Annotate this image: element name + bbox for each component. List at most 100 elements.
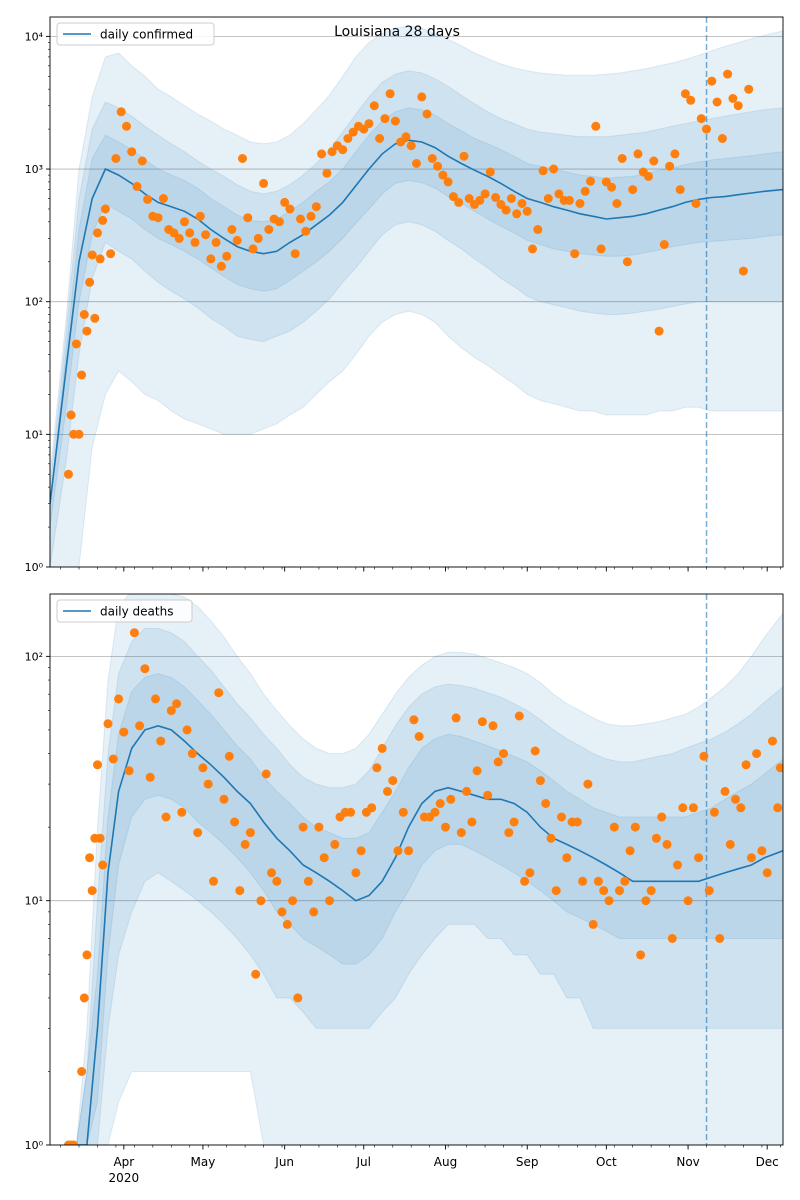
- observed-point: [95, 254, 105, 264]
- uncertainty-band-middle: [75, 628, 783, 1145]
- observed-point: [388, 776, 398, 786]
- observed-point: [156, 736, 166, 746]
- uncertainty-band-outer: [75, 594, 783, 1145]
- confirmed-panel: 10⁰ 10¹ 10² 10³ 10⁴ daily confirmed: [25, 16, 784, 574]
- observed-point: [190, 237, 200, 247]
- observed-point: [85, 277, 95, 287]
- observed-point: [248, 244, 258, 254]
- observed-point: [209, 876, 218, 886]
- observed-point: [201, 230, 211, 240]
- observed-point: [245, 828, 255, 838]
- observed-point: [69, 1140, 79, 1145]
- observed-point: [712, 97, 722, 107]
- uncertainty-band-inner: [50, 107, 783, 528]
- observed-point: [129, 628, 139, 638]
- x-tick-label: Jul: [356, 1155, 371, 1169]
- plot-area: [50, 17, 783, 567]
- legend-box: [56, 22, 215, 46]
- plot-area: [50, 594, 783, 1145]
- observed-point: [274, 217, 284, 227]
- x-tick-label: May: [191, 1155, 216, 1169]
- observed-point: [422, 109, 432, 119]
- observed-point: [717, 134, 727, 143]
- observed-point: [198, 763, 208, 773]
- observed-point: [364, 119, 374, 129]
- observed-point: [177, 807, 187, 817]
- observed-point: [488, 721, 498, 731]
- observed-point: [704, 886, 714, 896]
- observed-point: [216, 261, 226, 271]
- observed-point: [477, 717, 487, 727]
- observed-point: [369, 101, 379, 111]
- observed-point: [240, 839, 250, 849]
- observed-point: [119, 727, 129, 737]
- observed-point: [385, 89, 395, 99]
- observed-point: [180, 217, 189, 227]
- observed-point: [251, 969, 261, 979]
- observed-point: [454, 197, 464, 207]
- observed-point: [161, 812, 171, 822]
- observed-point: [575, 199, 585, 208]
- observed-point: [644, 171, 653, 181]
- observed-point: [683, 896, 693, 906]
- observed-point: [140, 664, 150, 674]
- observed-point: [433, 161, 443, 171]
- observed-point: [195, 211, 205, 221]
- observed-point: [688, 803, 698, 813]
- observed-point: [670, 149, 680, 159]
- observed-point: [773, 803, 783, 813]
- observed-point: [646, 886, 656, 896]
- observed-point: [417, 92, 427, 102]
- observed-point: [182, 725, 192, 735]
- observed-point: [541, 799, 551, 808]
- observed-point: [151, 694, 160, 704]
- observed-point: [311, 202, 321, 212]
- observed-point: [525, 868, 535, 878]
- observed-point: [309, 907, 319, 917]
- uncertainty-band-inner: [75, 673, 783, 1145]
- observed-point: [277, 907, 287, 917]
- observed-point: [380, 114, 390, 124]
- observed-point: [116, 107, 126, 117]
- x-tick-label: Oct: [596, 1155, 617, 1169]
- observed-point: [768, 736, 777, 746]
- observed-point: [224, 751, 234, 761]
- observed-point: [90, 313, 100, 323]
- observed-point: [562, 853, 572, 863]
- y-tick-label: 10³: [25, 163, 43, 176]
- observed-point: [572, 817, 582, 827]
- observed-point: [580, 186, 590, 196]
- observed-point: [472, 766, 482, 776]
- observed-point: [145, 772, 155, 782]
- observed-point: [66, 410, 76, 420]
- observed-point: [343, 134, 353, 143]
- observed-point: [501, 205, 511, 215]
- observed-point: [267, 868, 276, 878]
- observed-point: [414, 732, 424, 741]
- observed-point: [143, 194, 153, 204]
- observed-point: [622, 257, 632, 267]
- observed-point: [203, 779, 213, 789]
- observed-point: [546, 833, 556, 843]
- observed-point: [691, 199, 701, 208]
- observed-point: [628, 185, 638, 195]
- legend: daily deaths: [56, 599, 193, 623]
- observed-point: [709, 807, 719, 817]
- observed-point: [290, 249, 300, 259]
- observed-point: [404, 846, 414, 856]
- observed-point: [135, 721, 145, 731]
- legend-label: daily deaths: [100, 605, 173, 619]
- observed-point: [736, 803, 746, 813]
- observed-point: [509, 817, 519, 827]
- observed-point: [506, 194, 516, 203]
- observed-point: [390, 116, 400, 126]
- observed-point: [659, 240, 669, 249]
- x-year-label: 2020: [109, 1171, 140, 1185]
- observed-point: [98, 860, 108, 870]
- observed-point: [317, 149, 327, 159]
- observed-point: [593, 876, 603, 886]
- observed-point: [206, 254, 216, 264]
- observed-point: [673, 860, 682, 870]
- x-tick-label: Sep: [516, 1155, 539, 1169]
